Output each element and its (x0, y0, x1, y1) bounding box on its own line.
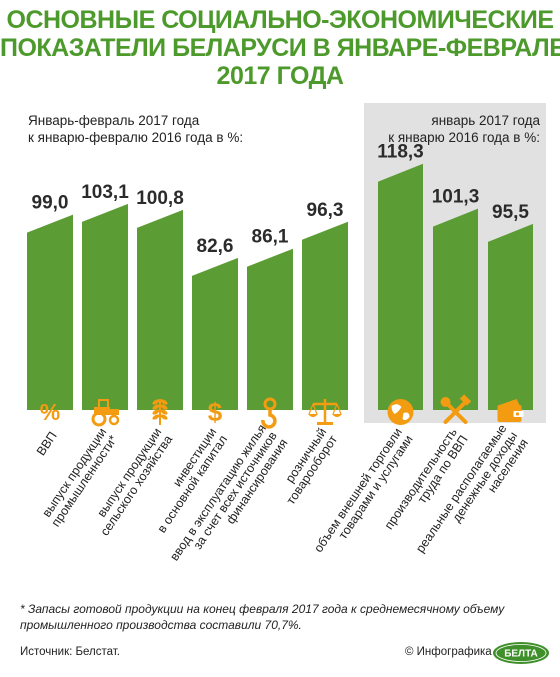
title-line-2: ПОКАЗАТЕЛИ БЕЛАРУСИ В ЯНВАРЕ-ФЕВРАЛЕ (0, 34, 560, 62)
left-subtitle-line-2: к январю-февралю 2016 года в %: (28, 130, 244, 145)
left-subtitle: Январь-февраль 2017 года к январю-феврал… (28, 112, 243, 146)
bar (192, 257, 238, 410)
category-label-line: товарами и услугами (336, 433, 416, 542)
svg-text:%: % (40, 399, 60, 425)
right-subtitle-line-1: январь 2017 года (431, 113, 540, 128)
bar-value-label: 96,3 (307, 200, 344, 221)
wallet-icon (497, 399, 524, 422)
percent-icon: % (40, 399, 60, 425)
dollar-icon: $ (208, 397, 223, 427)
bar (433, 208, 478, 410)
bar (488, 223, 533, 410)
footnote-line-2: промышленного производства составили 70,… (20, 618, 302, 632)
bar-value-label: 118,3 (377, 142, 424, 163)
left-subtitle-line-1: Январь-февраль 2017 года (28, 113, 200, 128)
title-line-1: ОСНОВНЫЕ СОЦИАЛЬНО-ЭКОНОМИЧЕСКИЕ (6, 6, 555, 34)
scales-icon (308, 399, 342, 425)
crane-hook-icon (261, 397, 277, 429)
right-subtitle-line-2: к январю 2016 года в %: (388, 130, 540, 145)
category-label-line: ВВП (34, 429, 60, 458)
belta-logo: БЕЛТА (493, 642, 549, 664)
svg-text:$: $ (208, 397, 223, 427)
globe-icon (387, 399, 414, 425)
bar (302, 221, 348, 410)
footnote-line-1: * Запасы готовой продукции на конец февр… (20, 602, 505, 616)
credit-text: © Инфографика (405, 646, 492, 658)
bar (378, 163, 423, 410)
bar-value-label: 101,3 (432, 187, 480, 208)
bar-value-label: 95,5 (492, 202, 529, 223)
bar (82, 203, 128, 410)
right-subtitle: январь 2017 года к январю 2016 года в %: (370, 112, 540, 146)
bar-value-label: 103,1 (81, 182, 129, 203)
bar-value-label: 86,1 (252, 227, 289, 248)
page-title: ОСНОВНЫЕ СОЦИАЛЬНО-ЭКОНОМИЧЕСКИЕ ПОКАЗАТ… (0, 6, 560, 90)
category-label: ВВП (34, 429, 60, 458)
bar-value-label: 100,8 (136, 188, 184, 209)
logo-text: БЕЛТА (504, 649, 538, 660)
bar (137, 209, 183, 410)
tools-icon (440, 394, 472, 424)
category-label: розничныйтоварооборот (273, 425, 340, 507)
bar-value-label: 82,6 (197, 236, 234, 257)
bar (247, 248, 293, 410)
tractor-icon (91, 399, 120, 427)
source-text: Источник: Белстат. (20, 646, 120, 658)
title-line-3: 2017 ГОДА (216, 62, 344, 90)
footnote: * Запасы готовой продукции на конец февр… (20, 601, 540, 633)
bar-value-label: 99,0 (32, 193, 69, 214)
wheat-icon (152, 399, 168, 425)
bar (27, 214, 73, 410)
